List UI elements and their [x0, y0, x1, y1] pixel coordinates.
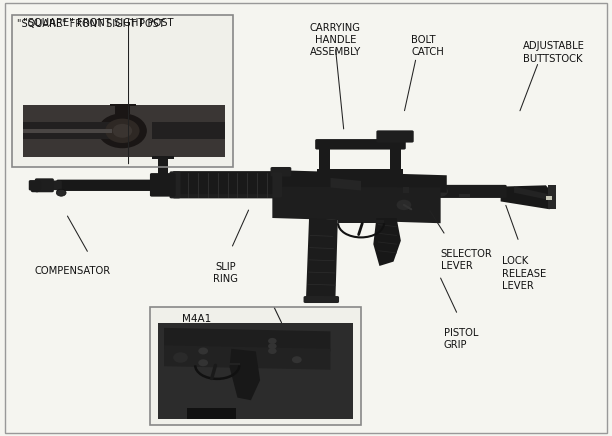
- Bar: [319, 146, 330, 170]
- Bar: [158, 157, 168, 175]
- Bar: [317, 169, 403, 177]
- Polygon shape: [306, 218, 338, 300]
- Polygon shape: [272, 187, 441, 223]
- Text: LOCK
RELEASE
LEVER: LOCK RELEASE LEVER: [502, 256, 546, 291]
- Circle shape: [113, 124, 132, 138]
- Polygon shape: [164, 328, 330, 351]
- FancyBboxPatch shape: [304, 296, 339, 303]
- Bar: [548, 185, 556, 209]
- Circle shape: [433, 186, 448, 197]
- FancyBboxPatch shape: [46, 181, 62, 190]
- FancyBboxPatch shape: [35, 178, 54, 192]
- Text: COMPENSATOR: COMPENSATOR: [34, 266, 110, 276]
- Bar: [110, 104, 136, 106]
- Bar: [158, 323, 353, 419]
- Text: SELECTOR
LEVER: SELECTOR LEVER: [441, 249, 493, 271]
- Bar: [23, 105, 225, 157]
- Bar: [390, 146, 401, 170]
- Circle shape: [268, 343, 277, 349]
- Polygon shape: [373, 218, 401, 266]
- Bar: [338, 220, 384, 223]
- Circle shape: [98, 113, 147, 148]
- Bar: [23, 122, 112, 139]
- Bar: [403, 187, 409, 193]
- Bar: [196, 363, 240, 365]
- Circle shape: [268, 348, 277, 354]
- Bar: [546, 196, 552, 200]
- FancyBboxPatch shape: [56, 180, 179, 191]
- Bar: [459, 194, 470, 197]
- Bar: [150, 307, 361, 425]
- Polygon shape: [514, 187, 548, 200]
- Polygon shape: [164, 345, 330, 370]
- Bar: [152, 156, 174, 159]
- Bar: [115, 106, 130, 114]
- Bar: [187, 408, 236, 419]
- Bar: [23, 129, 112, 133]
- Polygon shape: [230, 349, 260, 400]
- Text: "SQUARE" FRONT SIGHT POST: "SQUARE" FRONT SIGHT POST: [23, 18, 174, 28]
- FancyBboxPatch shape: [272, 172, 282, 198]
- FancyBboxPatch shape: [173, 171, 277, 194]
- Circle shape: [198, 359, 208, 366]
- Polygon shape: [501, 185, 553, 209]
- Circle shape: [292, 356, 302, 363]
- FancyBboxPatch shape: [170, 171, 181, 198]
- Bar: [23, 105, 225, 157]
- FancyBboxPatch shape: [271, 167, 291, 177]
- Text: ADJUSTABLE
BUTTSTOCK: ADJUSTABLE BUTTSTOCK: [523, 41, 585, 64]
- Bar: [152, 122, 225, 139]
- Text: CARRYING
HANDLE
ASSEMBLY: CARRYING HANDLE ASSEMBLY: [310, 23, 361, 58]
- FancyBboxPatch shape: [315, 139, 406, 150]
- Text: "SQUARE" FRONT SIGHT POST: "SQUARE" FRONT SIGHT POST: [17, 19, 165, 29]
- Text: M4A1: M4A1: [182, 314, 212, 324]
- Circle shape: [56, 189, 66, 196]
- FancyBboxPatch shape: [439, 185, 507, 198]
- FancyBboxPatch shape: [150, 173, 176, 197]
- Bar: [12, 15, 233, 167]
- Bar: [150, 307, 361, 425]
- Circle shape: [105, 119, 140, 143]
- Text: PISTOL
GRIP: PISTOL GRIP: [444, 328, 478, 350]
- Circle shape: [397, 200, 411, 210]
- FancyBboxPatch shape: [376, 130, 414, 143]
- FancyBboxPatch shape: [173, 171, 277, 198]
- Text: BOLT
CATCH: BOLT CATCH: [411, 35, 444, 57]
- Text: SLIP
RING: SLIP RING: [213, 262, 237, 284]
- Circle shape: [268, 338, 277, 344]
- FancyBboxPatch shape: [29, 180, 41, 191]
- Polygon shape: [330, 178, 361, 191]
- Circle shape: [173, 352, 188, 363]
- Circle shape: [198, 347, 208, 354]
- Bar: [12, 15, 233, 167]
- Polygon shape: [272, 170, 447, 193]
